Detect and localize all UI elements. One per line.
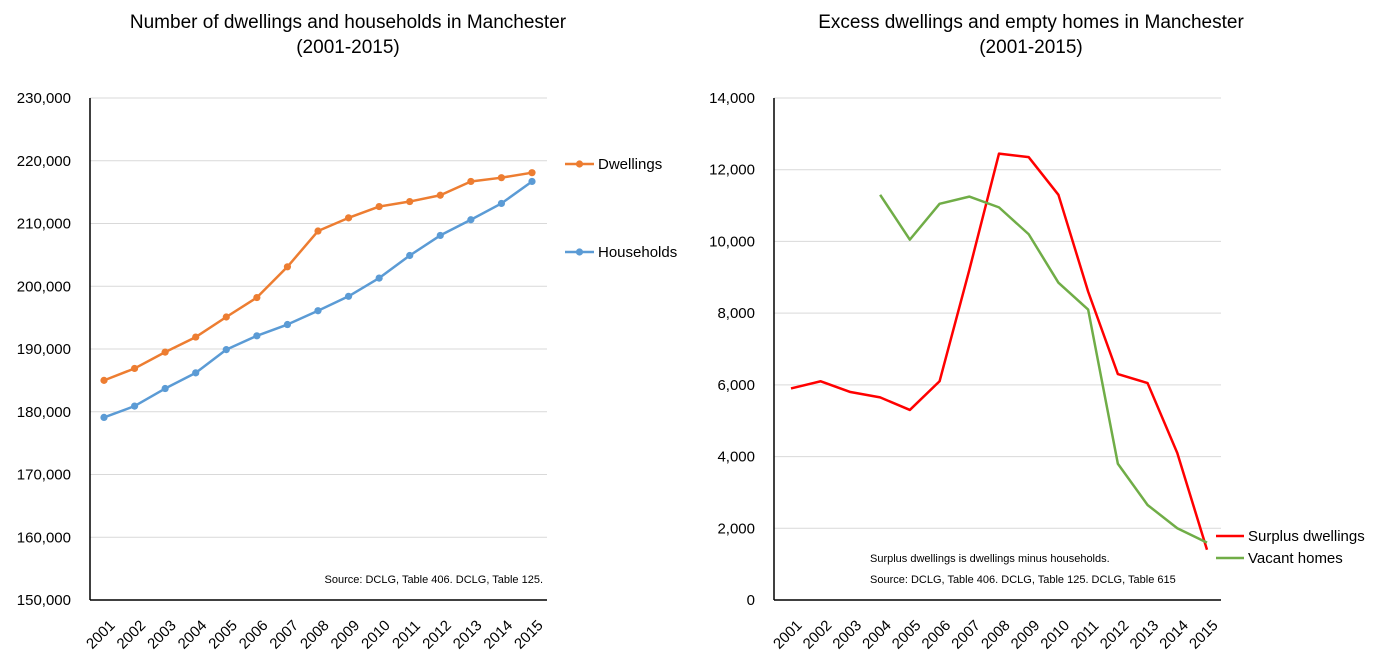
households-point	[253, 332, 261, 340]
dwellings-point	[467, 177, 475, 186]
x-tick-label: 2010	[1037, 617, 1073, 653]
dwellings-point	[375, 202, 383, 211]
legend-label-surplus-dwellings: Surplus dwellings	[1248, 528, 1365, 545]
households-point	[222, 346, 230, 354]
surplus-definition-note: Surplus dwellings is dwellings minus hou…	[870, 553, 1110, 565]
legend-label-vacant-homes: Vacant homes	[1248, 550, 1343, 567]
y-tick-label: 190,000	[17, 341, 71, 358]
x-tick-label: 2008	[978, 617, 1014, 653]
households-point	[497, 199, 506, 208]
y-tick-label: 14,000	[709, 90, 755, 107]
dwellings-point	[436, 191, 444, 199]
x-tick-label: 2001	[83, 617, 119, 653]
y-tick-label: 180,000	[17, 404, 71, 421]
source-note: Source: DCLG, Table 406. DCLG, Table 125…	[870, 574, 1176, 586]
households-point	[528, 177, 536, 186]
excess-dwellings-svg: Excess dwellings and empty homes in Manc…	[709, 12, 1365, 653]
x-tick-label: 2014	[480, 617, 516, 653]
x-tick-label: 2005	[889, 617, 925, 653]
chart-title-line-1: Excess dwellings and empty homes in Manc…	[818, 12, 1244, 33]
y-tick-label: 200,000	[17, 278, 71, 295]
dwellings-point	[497, 174, 506, 182]
x-tick-label: 2013	[450, 617, 486, 653]
y-tick-label: 150,000	[17, 592, 71, 609]
dwellings-legend-marker	[575, 160, 584, 168]
dwellings-point	[528, 169, 536, 177]
y-tick-label: 0	[747, 592, 755, 609]
dwellings-point	[161, 348, 169, 356]
x-tick-label: 2011	[1068, 617, 1103, 652]
y-tick-label: 160,000	[17, 529, 71, 546]
x-tick-label: 2003	[829, 617, 865, 653]
y-tick-label: 220,000	[17, 153, 71, 170]
dwellings-point	[130, 364, 139, 373]
x-tick-label: 2005	[205, 617, 241, 653]
vacant-homes-series-line	[879, 194, 1208, 544]
x-tick-label: 2010	[358, 617, 394, 653]
dwellings-households-svg: Number of dwellings and households in Ma…	[17, 12, 677, 653]
x-tick-label: 2009	[328, 617, 364, 653]
x-tick-label: 2004	[859, 617, 895, 653]
x-tick-label: 2009	[1008, 617, 1044, 653]
y-tick-label: 6,000	[717, 377, 755, 394]
households-point	[283, 320, 292, 329]
households-point	[130, 402, 139, 410]
households-point	[100, 413, 108, 421]
x-tick-label: 2004	[175, 617, 211, 653]
dwellings-households-chart: Number of dwellings and households in Ma…	[17, 12, 677, 653]
legend-label-dwellings: Dwellings	[598, 156, 662, 173]
chart-title-line-2: (2001-2015)	[296, 37, 400, 58]
x-tick-label: 2014	[1156, 617, 1192, 653]
x-tick-label: 2002	[800, 617, 836, 653]
x-tick-label: 2015	[511, 617, 547, 653]
excess-dwellings-chart: Excess dwellings and empty homes in Manc…	[690, 0, 1378, 659]
dwellings-point	[100, 376, 108, 384]
x-tick-label: 2008	[297, 617, 333, 653]
x-tick-label: 2007	[948, 617, 984, 653]
x-tick-label: 2006	[919, 617, 955, 653]
households-point	[314, 307, 322, 315]
households-point	[192, 369, 200, 377]
source-note: Source: DCLG, Table 406. DCLG, Table 125…	[325, 574, 544, 586]
x-tick-label: 2007	[266, 617, 302, 653]
households-point	[161, 384, 169, 393]
dwellings-point	[283, 263, 292, 271]
y-tick-label: 10,000	[709, 233, 755, 250]
dwellings-point	[344, 214, 353, 222]
households-legend-marker	[575, 248, 584, 256]
x-tick-label: 2012	[1097, 617, 1133, 653]
dwellings-point	[253, 293, 261, 302]
households-point	[406, 251, 414, 260]
y-tick-label: 4,000	[717, 449, 755, 466]
x-tick-label: 2001	[770, 617, 806, 653]
y-tick-label: 230,000	[17, 90, 71, 107]
households-point	[375, 274, 383, 282]
dwellings-point	[222, 313, 230, 321]
surplus-dwellings-series-line	[790, 152, 1209, 551]
households-point	[436, 231, 444, 240]
y-tick-label: 210,000	[17, 216, 71, 233]
chart-title-line-2: (2001-2015)	[979, 37, 1083, 58]
x-tick-label: 2003	[144, 617, 180, 653]
x-tick-label: 2012	[419, 617, 455, 653]
dwellings-point	[314, 227, 322, 235]
households-series-line	[103, 180, 533, 419]
y-tick-label: 2,000	[717, 520, 755, 537]
dwellings-point	[406, 197, 414, 206]
x-tick-label: 2002	[114, 617, 150, 653]
y-tick-label: 170,000	[17, 467, 71, 484]
x-tick-label: 2011	[389, 617, 424, 652]
y-tick-label: 8,000	[717, 305, 755, 322]
legend-label-households: Households	[598, 244, 677, 261]
x-tick-label: 2013	[1127, 617, 1163, 653]
chart-title-line-1: Number of dwellings and households in Ma…	[130, 12, 567, 33]
y-tick-label: 12,000	[709, 162, 755, 179]
x-tick-label: 2006	[236, 617, 272, 653]
x-tick-label: 2015	[1186, 617, 1222, 653]
households-point	[344, 292, 353, 300]
dwellings-point	[192, 333, 200, 341]
households-point	[467, 216, 475, 224]
